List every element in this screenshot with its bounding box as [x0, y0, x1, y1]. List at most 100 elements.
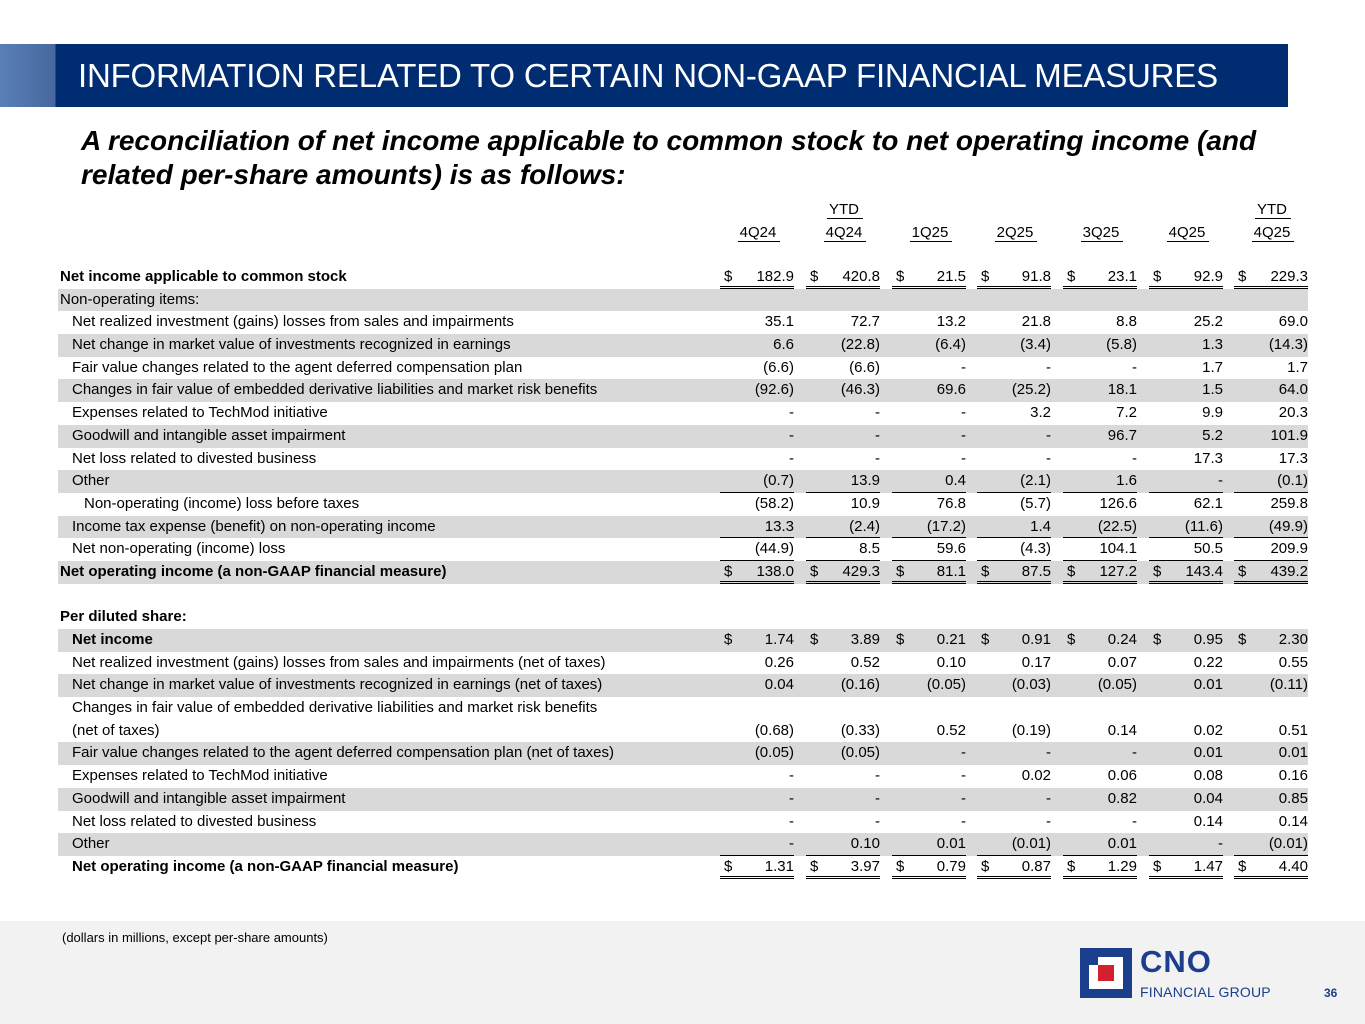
- cell-value: 0.4: [945, 472, 966, 490]
- cell-value: 0.21: [936, 631, 966, 648]
- table-cell: -: [977, 448, 1051, 471]
- table-cell: 0.17: [977, 652, 1051, 675]
- table-cell: $2.30: [1234, 629, 1308, 652]
- table-cell: $229.3: [1234, 266, 1308, 289]
- row-label-text: Changes in fair value of embedded deriva…: [72, 381, 598, 399]
- table-cell: (0.05): [1063, 674, 1137, 697]
- table-cell: 0.26: [720, 652, 794, 675]
- cell-value: 0.01: [1278, 744, 1308, 762]
- table-cell: 0.08: [1149, 765, 1223, 788]
- cell-value: (17.2): [926, 517, 966, 535]
- table-row: Net operating income (a non-GAAP financi…: [58, 856, 1308, 879]
- cell-value: (2.4): [849, 517, 880, 535]
- cell-value: 21.8: [1021, 313, 1051, 331]
- cell-value: (0.03): [1011, 676, 1051, 694]
- cell-value: 21.5: [936, 268, 966, 285]
- table-cell: $1.31: [720, 856, 794, 879]
- cell-value: 0.04: [1193, 789, 1223, 807]
- table-cell: [1234, 606, 1308, 629]
- cell-value: 69.6: [936, 381, 966, 399]
- table-cell: (44.9): [720, 538, 794, 561]
- table-cell: $0.79: [892, 856, 966, 879]
- table-cell: (0.16): [806, 674, 880, 697]
- cell-value: -: [875, 426, 880, 444]
- currency-symbol: $: [1067, 562, 1076, 580]
- table-cell: -: [1149, 833, 1223, 856]
- row-label-text-continued: (net of taxes): [72, 721, 160, 739]
- cell-value: 76.8: [936, 494, 966, 512]
- cell-value: -: [1046, 426, 1051, 444]
- table-cell: $23.1: [1063, 266, 1137, 289]
- table-cell: $1.74: [720, 629, 794, 652]
- table-cell: -: [892, 425, 966, 448]
- cell-value: 0.17: [1021, 653, 1051, 671]
- row-label: Expenses related to TechMod initiative: [72, 765, 328, 788]
- table-cell: [1063, 606, 1137, 629]
- table-cell: 50.5: [1149, 538, 1223, 561]
- table-cell: 0.22: [1149, 652, 1223, 675]
- table-cell: -: [1063, 448, 1137, 471]
- currency-symbol: $: [981, 857, 990, 875]
- row-label: Net realized investment (gains) losses f…: [72, 311, 514, 334]
- table-cell: -: [720, 765, 794, 788]
- table-cell: (6.6): [806, 357, 880, 380]
- cell-value: 0.01: [936, 835, 966, 853]
- table-cell: (0.68): [720, 697, 794, 742]
- currency-symbol: $: [724, 631, 733, 648]
- table-cell: $87.5: [977, 561, 1051, 584]
- cell-value: 1.5: [1202, 381, 1223, 399]
- table-cell: 0.16: [1234, 765, 1308, 788]
- cell-value: 0.04: [764, 676, 794, 694]
- cell-value: (22.8): [840, 336, 880, 354]
- cell-value: -: [789, 835, 794, 853]
- table-row: Net operating income (a non-GAAP financi…: [58, 560, 1308, 584]
- table-cell: -: [806, 811, 880, 834]
- row-label-text: Net non-operating (income) loss: [72, 540, 286, 558]
- table-cell: -: [1063, 811, 1137, 834]
- row-label-text: Expenses related to TechMod initiative: [72, 404, 328, 422]
- cell-value: 0.91: [1021, 631, 1051, 648]
- cell-value: 0.82: [1107, 789, 1137, 807]
- cell-value: 138.0: [756, 562, 794, 580]
- column-header-label: 4Q25: [1166, 224, 1210, 242]
- cell-value: (0.7): [763, 472, 794, 490]
- cell-value: -: [1046, 789, 1051, 807]
- table-cell: (49.9): [1234, 516, 1308, 539]
- table-cell: 0.14: [1063, 697, 1137, 742]
- cell-value: (6.6): [849, 358, 880, 376]
- table-row: Fair value changes related to the agent …: [58, 742, 1308, 766]
- column-header: 4Q24: [724, 224, 794, 242]
- cell-value: -: [1132, 449, 1137, 467]
- currency-symbol: $: [1067, 631, 1076, 648]
- cell-value: 3.2: [1030, 404, 1051, 422]
- table-cell: 0.51: [1234, 697, 1308, 742]
- row-label-text: Net loss related to divested business: [72, 449, 317, 467]
- cell-value: -: [1046, 358, 1051, 376]
- row-label: Net loss related to divested business: [72, 811, 316, 834]
- table-cell: -: [977, 811, 1051, 834]
- currency-symbol: $: [1153, 631, 1162, 648]
- table-cell: [892, 289, 966, 312]
- cell-value: (14.3): [1268, 336, 1308, 354]
- currency-symbol: $: [810, 562, 819, 580]
- cell-value: 1.7: [1287, 358, 1308, 376]
- column-header-label: 4Q24: [823, 224, 867, 242]
- cell-value: 81.1: [936, 562, 966, 580]
- cell-value: 87.5: [1021, 562, 1051, 580]
- row-label: Other: [72, 470, 110, 493]
- cell-value: 50.5: [1193, 540, 1223, 558]
- cell-value: 96.7: [1107, 426, 1137, 444]
- cell-value: 91.8: [1021, 268, 1051, 285]
- cell-value: 143.4: [1185, 562, 1223, 580]
- table-cell: 104.1: [1063, 538, 1137, 561]
- table-row: Changes in fair value of embedded deriva…: [58, 697, 1308, 742]
- column-header: 2Q25: [981, 224, 1051, 242]
- cell-value: 1.47: [1193, 857, 1223, 875]
- column-header-label: 3Q25: [1080, 224, 1124, 242]
- table-row: Non-operating (income) loss before taxes…: [58, 493, 1308, 516]
- table-cell: (11.6): [1149, 516, 1223, 539]
- table-cell: -: [977, 742, 1051, 765]
- table-cell: $0.95: [1149, 629, 1223, 652]
- table-cell: (22.8): [806, 334, 880, 357]
- table-row: Net realized investment (gains) losses f…: [58, 652, 1308, 675]
